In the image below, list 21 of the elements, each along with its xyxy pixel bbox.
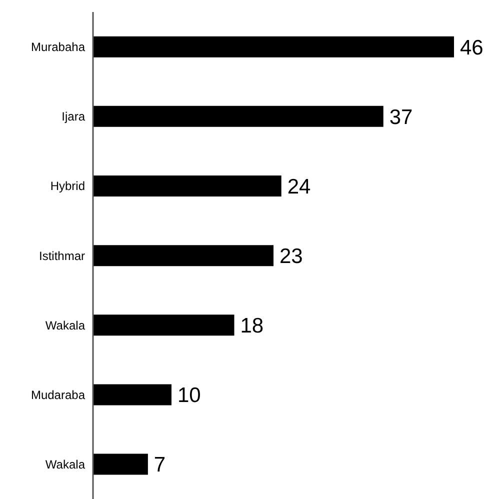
y-tick-label: Istithmar — [38, 248, 85, 263]
bar — [93, 314, 234, 336]
bar — [93, 36, 454, 58]
data-label: 7 — [154, 454, 166, 477]
bar — [93, 106, 384, 127]
bar — [93, 175, 282, 196]
y-tick-label: Wakala — [45, 457, 86, 472]
data-label: 10 — [177, 384, 201, 408]
y-tick-label: Mudaraba — [30, 388, 86, 402]
data-label: 18 — [240, 314, 264, 338]
data-label: 46 — [460, 36, 484, 60]
data-label: 24 — [287, 175, 312, 198]
y-tick-label: Murabaha — [30, 40, 86, 54]
y-tick-label: Wakala — [45, 318, 86, 332]
bar — [93, 384, 172, 406]
data-label: 37 — [389, 106, 413, 129]
y-tick-label: Ijara — [62, 110, 86, 124]
bar — [93, 245, 274, 266]
y-tick-label: Hybrid — [50, 179, 85, 194]
bar — [93, 454, 148, 475]
data-label: 23 — [280, 245, 303, 268]
